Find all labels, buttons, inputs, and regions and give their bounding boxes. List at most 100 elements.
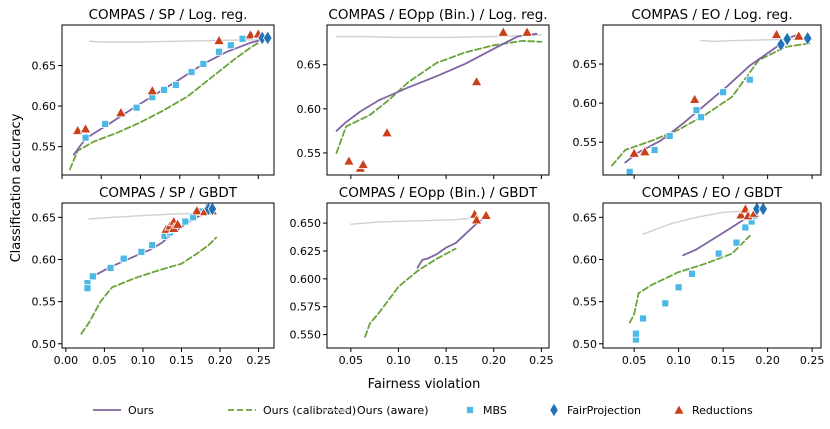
x-tick-label: 0.25: [529, 354, 554, 367]
point-reductions: [79, 122, 92, 134]
point-mbs: [171, 81, 180, 89]
point-reductions: [770, 28, 783, 39]
y-tick-label: 0.65: [573, 211, 598, 224]
x-tick-label: 0.10: [386, 354, 411, 367]
axes-frame: [61, 24, 275, 176]
point-reductions: [480, 209, 492, 220]
legend-item-ours-calibrated: Ours (calibrated): [228, 404, 356, 417]
point-reductions: [191, 204, 203, 216]
series-line-ours-calibrated: [335, 40, 543, 154]
legend-swatch-marker: [673, 403, 685, 415]
legend-item-mbs: MBS: [466, 404, 507, 417]
legend-label: Reductions: [692, 404, 753, 417]
legend-label: Ours (calibrated): [263, 404, 356, 417]
subplot-1: COMPAS / SP / Log. reg. 0.55 0.60 0.65: [32, 7, 275, 179]
subplot-title: COMPAS / EO / Log. reg.: [631, 7, 792, 23]
point-mbs: [187, 68, 196, 76]
point-mbs: [181, 217, 190, 226]
axes-frame: [61, 202, 275, 349]
axes-frame: [326, 202, 550, 349]
y-tick-label: 0.55: [573, 136, 598, 149]
point-mbs: [661, 299, 670, 308]
x-tick-label: 0.20: [208, 354, 233, 367]
point-reductions: [213, 34, 225, 45]
x-tick-label: 0.05: [622, 354, 647, 367]
legend-item-ours-aware: Ours (aware): [322, 404, 429, 417]
point-mbs: [674, 283, 683, 292]
y-tick-label: 0.650: [290, 217, 322, 230]
point-mbs: [719, 88, 728, 97]
plot-area: [69, 27, 273, 171]
subplot-3: COMPAS / EO / Log. reg. 0.55 0.60 0.65: [573, 7, 822, 179]
series-line-ours-calibrated: [80, 236, 218, 335]
point-reductions: [470, 75, 483, 87]
subplot-6: COMPAS / EO / GBDT 0.50 0.55 0.60 0.65 0.05 0.…: [573, 185, 825, 367]
series-line-ours-calibrated: [364, 247, 457, 338]
y-tick-label: 0.60: [32, 100, 57, 113]
y-axis-label: Classification accuracy: [9, 113, 24, 262]
y-tick-label: 0.60: [573, 253, 598, 266]
point-reductions: [497, 26, 510, 37]
point-mbs: [692, 106, 701, 115]
y-tick-label: 0.55: [573, 296, 598, 309]
point-reductions: [171, 218, 184, 229]
point-mbs: [741, 223, 750, 232]
legend: Ours Ours (calibrated) Ours (aware) MBS Fair…: [93, 402, 753, 418]
y-tick-label: 0.60: [32, 253, 57, 266]
series-line-ours-calibrated: [611, 42, 813, 167]
x-tick-label: 0.25: [800, 354, 825, 367]
plot-area: [611, 28, 813, 175]
point-reductions: [343, 154, 355, 166]
legend-label: MBS: [483, 404, 507, 417]
y-tick-label: 0.50: [573, 338, 598, 351]
y-tick-label: 0.625: [290, 245, 322, 258]
x-tick-label: 0.15: [169, 354, 194, 367]
plot-area: [80, 203, 219, 335]
series-line-ours-aware: [642, 209, 751, 235]
plot-area: [350, 208, 492, 338]
point-mbs: [745, 75, 754, 84]
point-reductions: [470, 213, 483, 225]
point-mbs: [88, 272, 97, 281]
y-tick-label: 0.65: [297, 59, 322, 72]
point-mbs: [226, 41, 235, 50]
y-tick-label: 0.600: [290, 273, 322, 286]
x-tick-label: 0.10: [666, 354, 691, 367]
legend-item-fairprojection: FairProjection: [549, 402, 641, 418]
subplot-4: COMPAS / SP / GBDT 0.50 0.55 0.60 0.65 0.00 0.…: [32, 185, 275, 367]
point-reductions: [628, 147, 641, 158]
series-line-ours: [72, 38, 264, 156]
series-line-ours-calibrated: [69, 41, 260, 171]
subplot-title: COMPAS / EOpp (Bin.) / GBDT: [339, 185, 538, 201]
point-reductions: [735, 208, 747, 220]
series-line-ours: [335, 32, 538, 132]
series-line-ours-calibrated: [628, 234, 751, 324]
x-tick-label: 0.00: [54, 354, 79, 367]
legend-label: FairProjection: [567, 404, 641, 417]
y-tick-label: 0.60: [297, 103, 322, 116]
y-tick-label: 0.60: [573, 97, 598, 110]
legend-item-reductions: Reductions: [673, 403, 753, 417]
point-reductions: [357, 158, 370, 169]
point-fairprojection: [776, 36, 786, 53]
legend-label: Ours: [128, 404, 154, 417]
point-fairprojection: [262, 30, 273, 46]
y-tick-label: 0.50: [32, 338, 57, 351]
subplot-title: COMPAS / SP / Log. reg.: [89, 7, 248, 23]
point-fairprojection: [782, 31, 792, 47]
point-reductions: [381, 126, 393, 138]
y-tick-label: 0.65: [573, 58, 598, 71]
point-mbs: [106, 264, 115, 272]
point-mbs: [688, 269, 696, 278]
point-mbs: [632, 329, 640, 338]
subplot-5: COMPAS / EOpp (Bin.) / GBDT 0.550 0.575 0.6…: [290, 185, 554, 367]
point-mbs: [132, 103, 141, 112]
y-tick-label: 0.65: [32, 60, 57, 73]
point-mbs: [119, 254, 128, 263]
legend-swatch-marker: [549, 402, 559, 418]
series-line-ours-aware: [350, 216, 481, 225]
point-reductions: [244, 28, 257, 40]
series-line-ours-aware: [88, 212, 206, 220]
point-mbs: [160, 85, 168, 94]
point-mbs: [199, 60, 208, 68]
